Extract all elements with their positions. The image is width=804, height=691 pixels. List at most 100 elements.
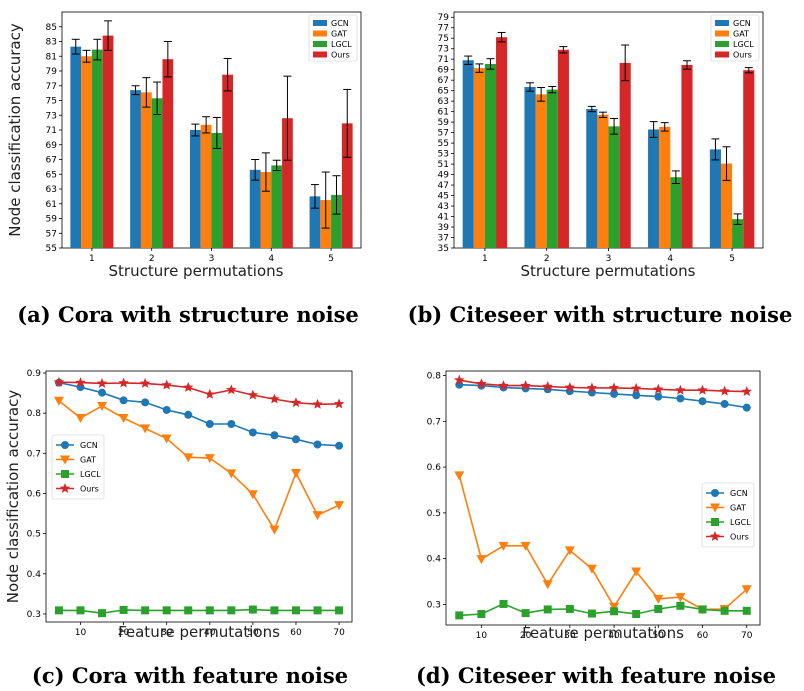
- point-gat: [631, 567, 642, 577]
- point-ours: [333, 398, 345, 409]
- bar-gcn: [586, 109, 598, 249]
- point-ours: [204, 388, 216, 399]
- point-ours: [719, 385, 730, 396]
- point-gat: [542, 580, 553, 590]
- y-tick-label: 55: [46, 244, 57, 254]
- legend-label: LGCL: [331, 40, 352, 49]
- point-gcn: [98, 388, 107, 397]
- point-lgcl: [227, 606, 236, 615]
- point-lgcl: [205, 606, 214, 615]
- y-tick-label: 67: [438, 76, 449, 86]
- bar-gcn: [648, 129, 660, 248]
- bar-lgcl: [151, 98, 163, 248]
- panel-d-citeseer-feature: 0.3 0.4 0.5 0.6 0.7 0.8 10 20 30 40 50 60 70 GCN GAT LG…: [416, 370, 776, 688]
- bar-gcn: [309, 196, 321, 248]
- x-tick-label: 20: [118, 628, 130, 638]
- point-lgcl: [676, 601, 685, 610]
- bar-gat: [81, 56, 92, 248]
- x-tick-label: 3: [209, 254, 215, 264]
- x-tick-label: 60: [697, 631, 709, 641]
- y-tick-label: 57: [46, 229, 57, 239]
- point-ours: [476, 378, 487, 389]
- point-gcn: [141, 398, 150, 407]
- y-tick-label: 71: [438, 55, 449, 65]
- point-gcn: [610, 389, 619, 398]
- bar-lgcl: [546, 89, 558, 249]
- point-ours: [96, 377, 108, 388]
- legend-swatch-lgcl: [715, 41, 729, 47]
- legend-label: Ours: [733, 51, 752, 60]
- point-gcn: [654, 392, 663, 401]
- point-gat: [334, 501, 345, 511]
- point-gat: [140, 424, 151, 434]
- bar-lgcl: [484, 63, 497, 248]
- x-tick-label: 60: [290, 628, 302, 638]
- point-gat: [586, 564, 597, 574]
- x-axis-label: Structure permutations: [109, 262, 284, 280]
- figure-caption: (d) Citeseer with feature noise: [416, 663, 776, 688]
- plot-frame: [445, 370, 761, 626]
- y-tick-label: 49: [438, 171, 450, 181]
- x-tick-label: 40: [204, 628, 216, 638]
- legend-label: Ours: [331, 51, 350, 60]
- y-tick-label: 77: [46, 82, 57, 92]
- x-tick-label: 50: [247, 628, 259, 638]
- point-ours: [161, 379, 172, 390]
- y-tick-label: 0.7: [427, 417, 441, 427]
- figure-caption: (b) Citeseer with structure noise: [408, 302, 793, 327]
- bar-gcn: [70, 46, 82, 248]
- legend-label: GCN: [331, 19, 349, 28]
- bar-ours: [557, 49, 569, 249]
- y-tick-label: 0.8: [427, 372, 442, 382]
- x-tick-label: 5: [729, 254, 735, 264]
- bar-lgcl: [271, 165, 283, 248]
- y-tick-label: 39: [438, 223, 450, 233]
- bar-gcn: [189, 130, 201, 248]
- x-tick-label: 30: [564, 631, 576, 641]
- point-gcn: [698, 397, 707, 406]
- point-gcn: [720, 399, 729, 408]
- point-ours: [675, 384, 686, 395]
- y-tick-label: 0.7: [27, 449, 41, 459]
- y-tick-label: 0.3: [27, 610, 41, 620]
- y-tick-label: 65: [46, 170, 57, 180]
- x-tick-label: 5: [328, 254, 334, 264]
- point-ours: [75, 377, 86, 388]
- y-tick-label: 69: [438, 66, 450, 76]
- point-ours: [608, 382, 620, 393]
- point-lgcl: [499, 599, 508, 608]
- bar-ours: [341, 123, 353, 248]
- panel-a-cora-structure: 55 57 59 61 63 65 67 69 71 73 75 77 79 81 83 85 1 2 3 4 5 GCN…: [6, 11, 362, 327]
- y-axis-label: Node classification accuracy: [6, 23, 24, 237]
- y-tick-label: 69: [46, 141, 58, 151]
- x-tick-label: 1: [89, 254, 95, 264]
- point-ours: [741, 386, 752, 397]
- point-ours: [520, 380, 531, 391]
- point-gat: [290, 469, 301, 479]
- plot-frame: [45, 370, 353, 623]
- y-tick-label: 61: [438, 108, 449, 118]
- point-gat: [97, 401, 108, 411]
- y-tick-label: 45: [438, 192, 449, 202]
- bar-ours: [162, 59, 174, 249]
- y-tick-label: 59: [438, 118, 450, 128]
- point-gat: [609, 602, 620, 612]
- y-tick-label: 71: [46, 126, 57, 136]
- point-lgcl: [455, 611, 464, 620]
- point-gat: [312, 511, 323, 521]
- point-gat: [247, 490, 258, 500]
- point-gcn: [313, 440, 322, 449]
- point-gat: [161, 434, 172, 444]
- point-ours: [454, 374, 465, 385]
- point-gat: [498, 541, 509, 551]
- point-lgcl: [742, 606, 751, 615]
- point-lgcl: [54, 606, 63, 615]
- y-tick-label: 67: [46, 156, 57, 166]
- x-tick-label: 20: [520, 631, 532, 641]
- y-tick-label: 41: [438, 213, 449, 223]
- bar-lgcl: [211, 132, 223, 248]
- bar-gcn: [524, 86, 536, 249]
- legend-label: GCN: [733, 19, 751, 28]
- x-tick-label: 10: [476, 631, 488, 641]
